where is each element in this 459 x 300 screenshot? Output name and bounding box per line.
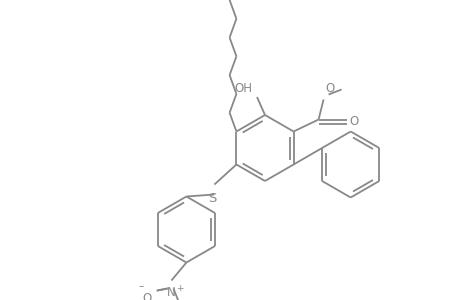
Text: S: S — [208, 193, 216, 206]
Text: OH: OH — [234, 82, 252, 95]
Text: +: + — [176, 284, 184, 293]
Text: O: O — [325, 82, 334, 94]
Text: O: O — [142, 292, 152, 300]
Text: N: N — [167, 286, 175, 299]
Text: –: – — [139, 281, 144, 292]
Text: O: O — [349, 115, 358, 128]
